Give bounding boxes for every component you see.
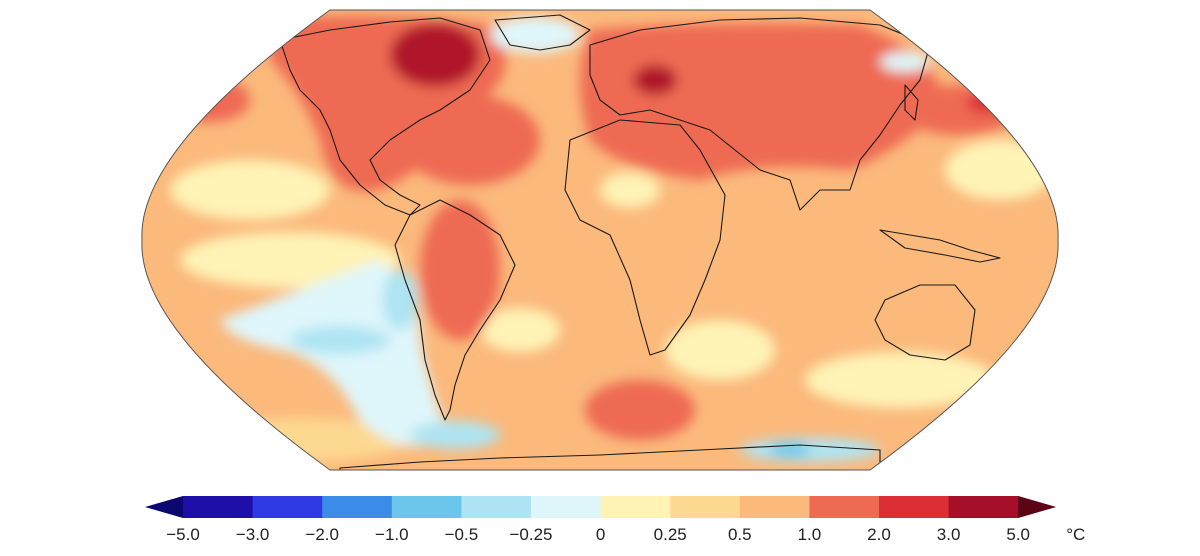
colorbar-unit-label: °C [1066, 525, 1085, 544]
colorbar-segment [183, 496, 254, 518]
colorbar-segment [461, 496, 532, 518]
colorbar-segment [739, 496, 810, 518]
colorbar-tick-label: 0.5 [728, 525, 752, 544]
africa-outline [564, 119, 726, 356]
colorbar-segment [391, 496, 462, 518]
australia-outline [874, 284, 976, 361]
colorbar-tick-label: 5.0 [1006, 525, 1030, 544]
colorbar-segment [670, 496, 741, 518]
colorbar-tick-labels: −5.0 −3.0 −2.0 −1.0 −0.5 −0.25 0 0.25 0.5 1.0 2.0 3… [166, 525, 1030, 544]
world-map-svg [141, 9, 1059, 471]
warm-south-america [420, 200, 500, 340]
colorbar-under-arrow [145, 496, 183, 518]
colorbar-tick-label: −2.0 [305, 525, 339, 544]
coastlines [279, 14, 1001, 470]
colorbar-tick-label: −0.5 [445, 525, 479, 544]
hot-pacific-east [188, 88, 212, 108]
hot-russia [633, 65, 677, 95]
temperature-anomaly-map [141, 9, 1059, 471]
japan-outline [904, 84, 919, 121]
warm-south-atlantic [585, 380, 695, 440]
warm-north-pacific-west [900, 85, 1020, 135]
pale-patch [480, 308, 560, 352]
south-america-outline [394, 199, 516, 421]
colorbar-segments [145, 496, 1057, 518]
colorbar-segment [809, 496, 880, 518]
cool-greenland-sea [490, 17, 580, 53]
colorbar-tick-label: 3.0 [937, 525, 961, 544]
colorbar-segment [252, 496, 323, 518]
pale-patch [665, 320, 775, 380]
cooler-south-pacific [290, 326, 390, 354]
colorbar-tick-label: −1.0 [375, 525, 409, 544]
pale-patch [945, 140, 1055, 200]
colorbar-tick-label: 0.25 [654, 525, 687, 544]
warm-eurasia [580, 23, 941, 181]
eurasia-outline [589, 17, 931, 211]
pale-patch [170, 160, 330, 220]
colorbar-tick-label: −5.0 [166, 525, 200, 544]
colorbar-tick-label: −0.25 [509, 525, 552, 544]
north-america-outline [279, 17, 491, 216]
cool-southern-ocean [410, 421, 500, 449]
colorbar-over-arrow [1018, 496, 1057, 518]
hot-pacific-west [966, 93, 1010, 113]
indonesia-outline [879, 229, 1001, 263]
warm-north-atlantic [400, 95, 540, 185]
colorbar-segment [879, 496, 950, 518]
antarctica-outline [339, 444, 881, 470]
new-zealand-outline [984, 369, 1001, 396]
cool-kamchatka [880, 52, 930, 72]
colorbar-svg: −5.0 −3.0 −2.0 −1.0 −0.5 −0.25 0 0.25 0.5 1.0 2.0 3… [145, 496, 1085, 544]
colorbar-tick-label: 0 [596, 525, 605, 544]
globe-border [141, 9, 1059, 471]
anomaly-field [141, 10, 1059, 470]
pale-patch [600, 172, 660, 208]
colorbar-tick-label: 1.0 [798, 525, 822, 544]
colorbar-tick-label: 2.0 [867, 525, 891, 544]
colorbar-segment [531, 496, 602, 518]
colorbar-tick-label: −3.0 [236, 525, 270, 544]
hot-arctic-canada [390, 23, 480, 87]
cooler-chile-coast [382, 270, 418, 330]
colorbar-segment [948, 496, 1019, 518]
colorbar-segment [600, 496, 671, 518]
colorbar-segment [322, 496, 393, 518]
colorbar: −5.0 −3.0 −2.0 −1.0 −0.5 −0.25 0 0.25 0.5 1.0 2.0 3… [0, 488, 1200, 551]
pale-patch [805, 352, 995, 408]
greenland-outline [494, 14, 591, 51]
